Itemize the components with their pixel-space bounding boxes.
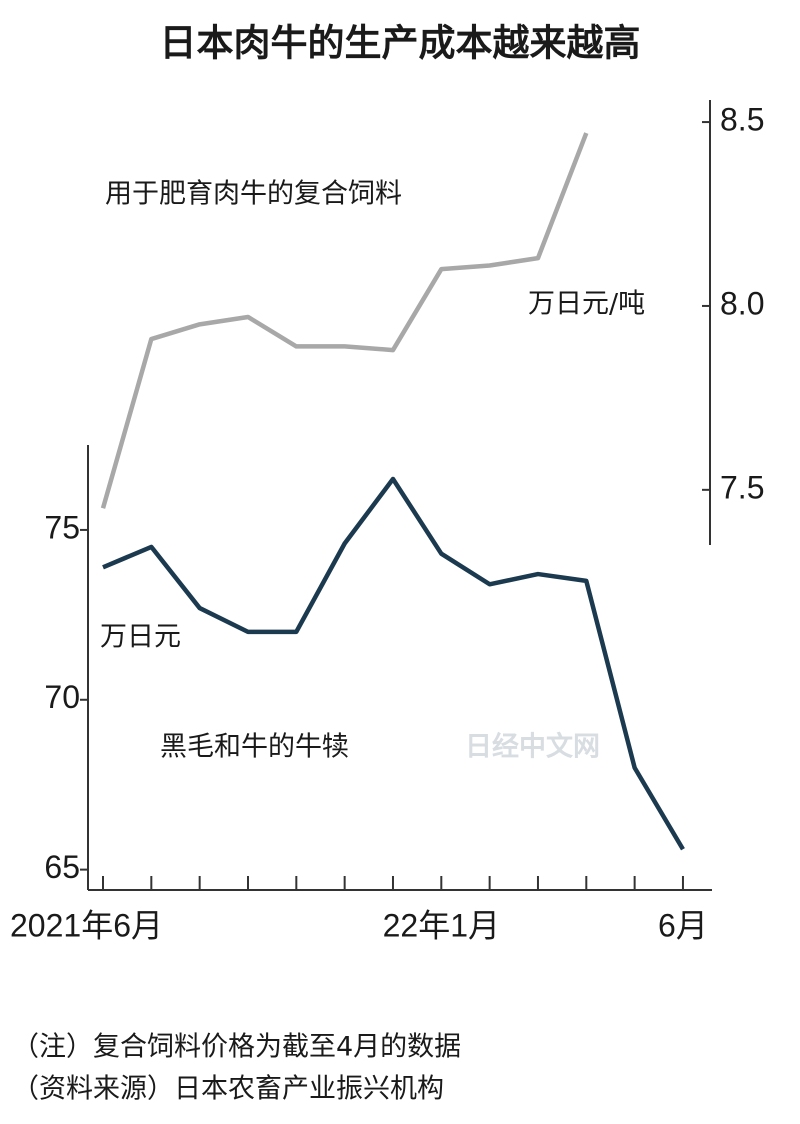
chart-title: 日本肉牛的生产成本越来越高 [160, 22, 641, 65]
y2-tick-label: 8.0 [720, 285, 764, 321]
y-tick-label: 65 [44, 849, 80, 885]
source: （资料来源）日本农畜产业振兴机构 [12, 1074, 444, 1105]
y-tick-label: 70 [44, 679, 80, 715]
y-axis-label: 万日元 [100, 622, 181, 653]
series-line [102, 476, 685, 851]
watermark: 日经中文网 [465, 731, 600, 763]
series-line [100, 132, 589, 509]
series-label: 黑毛和牛的牛犊 [160, 732, 349, 763]
y-tick-label: 75 [44, 509, 80, 545]
x-tick-label: 6月 [658, 907, 708, 943]
x-tick-label: 2021年6月 [10, 907, 163, 943]
x-tick-label: 22年1月 [383, 907, 500, 943]
y2-axis-label: 万日元/吨 [528, 289, 645, 320]
y2-tick-label: 8.5 [720, 102, 764, 138]
y2-tick-label: 7.5 [720, 469, 764, 505]
series-label: 用于肥育肉牛的复合饲料 [105, 179, 402, 210]
note: （注）复合饲料价格为截至4月的数据 [12, 1032, 461, 1063]
